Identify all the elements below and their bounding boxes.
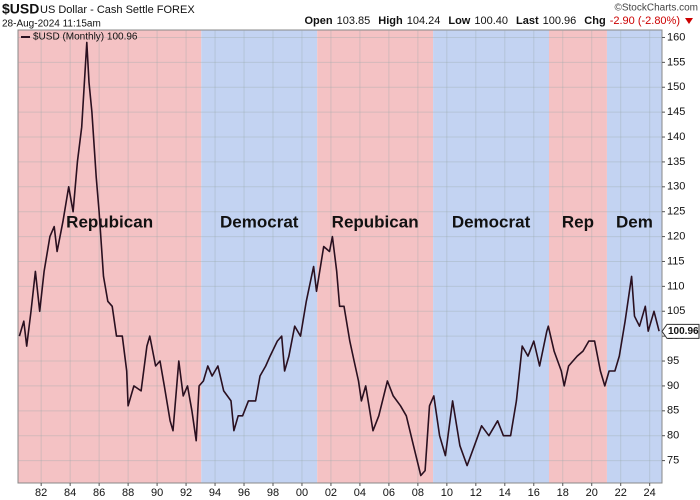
quote-value: 100.40 bbox=[474, 15, 508, 27]
y-tick-label: 115 bbox=[667, 255, 685, 267]
y-tick-label: 90 bbox=[667, 380, 679, 392]
quote-label: High bbox=[378, 15, 403, 27]
x-tick-label: 90 bbox=[151, 487, 163, 499]
x-tick-label: 10 bbox=[441, 487, 453, 499]
y-tick-label: 130 bbox=[667, 181, 685, 193]
price-line bbox=[18, 41, 660, 477]
x-tick-label: 06 bbox=[383, 487, 395, 499]
y-tick-label: 80 bbox=[667, 430, 679, 442]
y-tick-label: 105 bbox=[667, 305, 685, 317]
y-tick-label: 95 bbox=[667, 355, 679, 367]
quote-label: Open bbox=[304, 15, 332, 27]
x-tick-label: 86 bbox=[93, 487, 105, 499]
y-tick-label: 160 bbox=[667, 31, 685, 43]
quote-value: 104.24 bbox=[407, 15, 441, 27]
date: 28-Aug-2024 11:15am bbox=[2, 19, 101, 30]
x-tick-label: 96 bbox=[238, 487, 250, 499]
x-tick-label: 20 bbox=[586, 487, 598, 499]
x-tick-label: 94 bbox=[209, 487, 221, 499]
region bbox=[548, 30, 607, 483]
quote-value: 100.96 bbox=[543, 15, 577, 27]
y-tick-label: 125 bbox=[667, 206, 685, 218]
x-tick-label: 22 bbox=[615, 487, 627, 499]
x-tick-label: 16 bbox=[528, 487, 540, 499]
quote: Open 103.85 High 104.24 Low 100.40 Last 100.96 C… bbox=[304, 15, 680, 27]
quote-label: Low bbox=[448, 15, 470, 27]
plot-frame bbox=[17, 29, 663, 484]
x-tick-label: 12 bbox=[470, 487, 482, 499]
quote-value: 103.85 bbox=[337, 15, 371, 27]
symbol: $USD bbox=[2, 1, 39, 17]
y-tick-label: 145 bbox=[667, 106, 685, 118]
x-tick-label: 14 bbox=[499, 487, 511, 499]
down-arrow bbox=[685, 18, 693, 24]
last-value-box bbox=[661, 323, 700, 339]
legend-label: $USD (Monthly) 100.96 bbox=[33, 32, 138, 43]
region-label: Democrat bbox=[220, 212, 299, 231]
x-tick-label: 08 bbox=[412, 487, 424, 499]
quote-label: Last bbox=[516, 15, 539, 27]
x-tick-label: 98 bbox=[267, 487, 279, 499]
y-tick-label: 155 bbox=[667, 56, 685, 68]
x-tick-label: 02 bbox=[325, 487, 337, 499]
quote-value: -2.90 (-2.80%) bbox=[610, 15, 680, 27]
x-tick-label: 18 bbox=[557, 487, 569, 499]
y-tick-label: 75 bbox=[667, 455, 679, 467]
x-tick-label: 00 bbox=[296, 487, 308, 499]
region bbox=[18, 30, 202, 483]
x-tick-label: 92 bbox=[180, 487, 192, 499]
chart-title: US Dollar - Cash Settle FOREX bbox=[40, 4, 195, 16]
y-tick-label: 140 bbox=[667, 131, 685, 143]
x-tick-label: 82 bbox=[35, 487, 47, 499]
y-tick-label: 135 bbox=[667, 156, 685, 168]
x-tick-label: 84 bbox=[64, 487, 76, 499]
x-tick-label: 24 bbox=[644, 487, 656, 499]
x-tick-label: 88 bbox=[122, 487, 134, 499]
region-label: Repubican bbox=[66, 212, 153, 231]
region bbox=[201, 30, 318, 483]
y-tick-label: 150 bbox=[667, 81, 685, 93]
region-label: Dem bbox=[616, 212, 653, 231]
x-tick-label: 04 bbox=[354, 487, 366, 499]
quote-label: Chg bbox=[584, 15, 605, 27]
region-label: Democrat bbox=[452, 212, 531, 231]
region-label: Repubican bbox=[332, 212, 419, 231]
region bbox=[317, 30, 434, 483]
y-tick-label: 85 bbox=[667, 405, 679, 417]
region-label: Rep bbox=[562, 212, 594, 231]
last-value-label: 100.96 bbox=[668, 326, 699, 337]
region bbox=[606, 30, 662, 483]
y-tick-label: 120 bbox=[667, 230, 685, 242]
credit: ©StockCharts.com bbox=[614, 3, 698, 14]
y-tick-label: 110 bbox=[667, 280, 685, 292]
